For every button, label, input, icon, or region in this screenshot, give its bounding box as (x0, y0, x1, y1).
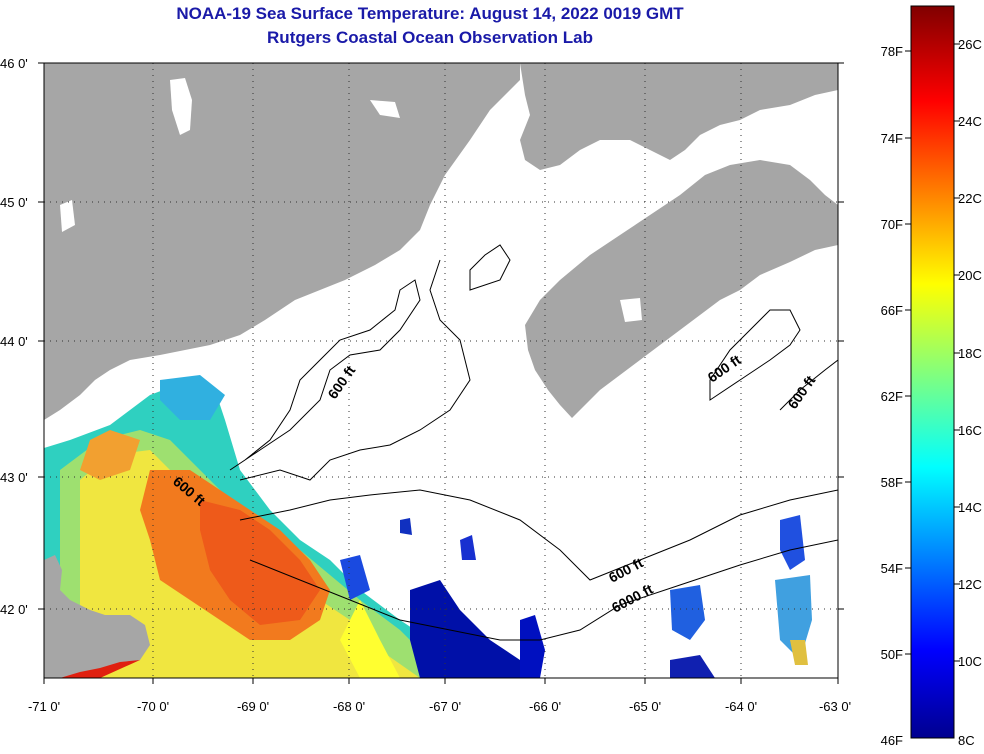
lat-label-43: 43 0' (0, 470, 28, 485)
cb-c-18: 18C (958, 346, 982, 361)
map-title: NOAA-19 Sea Surface Temperature: August … (176, 4, 684, 23)
lon-label-70: -70 0' (137, 699, 169, 714)
cb-f-50: 50F (881, 647, 903, 662)
land-layer (44, 63, 838, 678)
cb-c-14: 14C (958, 500, 982, 515)
cb-f-74: 74F (881, 131, 903, 146)
cb-f-54: 54F (881, 561, 903, 576)
cb-f-62: 62F (881, 389, 903, 404)
lon-label-68: -68 0' (333, 699, 365, 714)
cb-f-58: 58F (881, 475, 903, 490)
cb-c-12: 12C (958, 577, 982, 592)
cb-f-66: 66F (881, 303, 903, 318)
lon-label-71: -71 0' (28, 699, 60, 714)
cb-c-26: 26C (958, 37, 982, 52)
cb-f-78: 78F (881, 44, 903, 59)
lat-label-46: 46 0' (0, 56, 28, 71)
cb-c-10: 10C (958, 654, 982, 669)
sst-data-layer (44, 350, 812, 678)
lat-label-42: 42 0' (0, 602, 28, 617)
lon-label-64: -64 0' (725, 699, 757, 714)
lon-label-66: -66 0' (529, 699, 561, 714)
colorbar (910, 5, 955, 739)
map-subtitle: Rutgers Coastal Ocean Observation Lab (267, 28, 593, 47)
cb-c-24: 24C (958, 114, 982, 129)
cb-c-20: 20C (958, 268, 982, 283)
lon-label-65: -65 0' (629, 699, 661, 714)
cb-c-22: 22C (958, 191, 982, 206)
cb-f-46: 46F (881, 733, 903, 748)
cb-f-70: 70F (881, 217, 903, 232)
lon-label-69: -69 0' (237, 699, 269, 714)
depth-contours (229, 244, 838, 641)
graticule (44, 63, 838, 678)
cb-c-8: 8C (958, 733, 975, 748)
axis-ticks (38, 62, 844, 684)
colorbar-ticks (905, 43, 960, 662)
lon-label-63: -63 0' (819, 699, 851, 714)
lat-label-44: 44 0' (0, 334, 28, 349)
lat-label-45: 45 0' (0, 195, 28, 210)
cb-c-16: 16C (958, 423, 982, 438)
map-frame (43, 62, 839, 679)
lon-label-67: -67 0' (429, 699, 461, 714)
